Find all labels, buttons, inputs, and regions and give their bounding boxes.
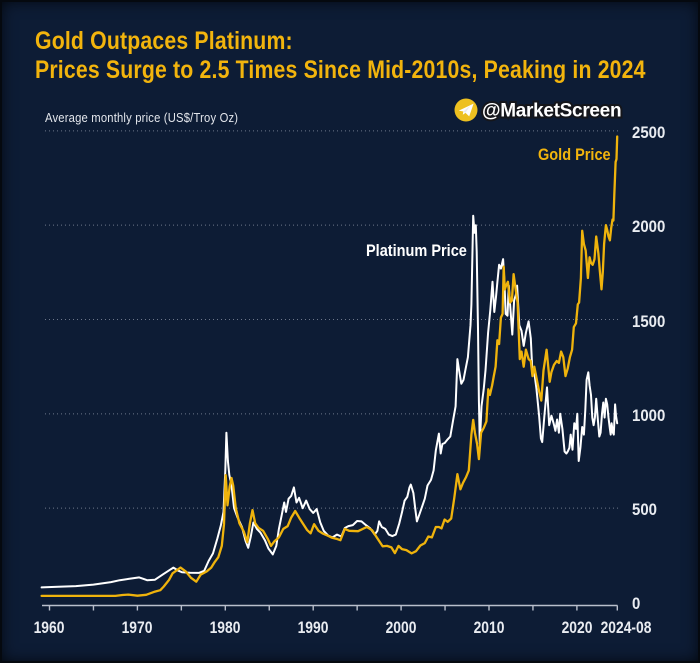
watermark: @MarketScreen: [454, 98, 624, 124]
gold-series-label: Gold Price: [538, 146, 611, 164]
title-line-1: Gold Outpaces Platinum:: [35, 27, 293, 55]
page-title: Gold Outpaces Platinum: Prices Surge to …: [35, 27, 646, 85]
x-tick-2010: 2010: [473, 619, 505, 637]
platinum-price-line: [40, 214, 619, 589]
y-tick-0: 0: [632, 594, 641, 613]
axis-unit-note: Average monthly price (US$/Troy Oz): [45, 111, 239, 125]
title-line-2: Prices Surge to 2.5 Times Since Mid-2010…: [35, 56, 646, 84]
x-tick-1990: 1990: [297, 619, 329, 637]
x-tick-2020: 2020: [561, 619, 593, 637]
y-tick-1500: 1500: [632, 312, 666, 331]
x-tick-1980: 1980: [209, 619, 241, 637]
telegram-icon: [454, 98, 478, 122]
y-tick-2500: 2500: [632, 123, 666, 142]
gold-price-line: [40, 135, 619, 598]
x-tick-2000: 2000: [385, 619, 417, 637]
x-tick-1960: 1960: [33, 619, 65, 637]
platinum-series-label: Platinum Price: [366, 242, 467, 260]
y-tick-1000: 1000: [632, 406, 666, 425]
y-tick-2000: 2000: [632, 217, 666, 236]
x-tick-1970: 1970: [121, 619, 153, 637]
watermark-handle: @MarketScreen: [482, 101, 621, 122]
y-tick-500: 500: [632, 500, 657, 519]
x-tick-2024-08: 2024-08: [600, 619, 652, 637]
